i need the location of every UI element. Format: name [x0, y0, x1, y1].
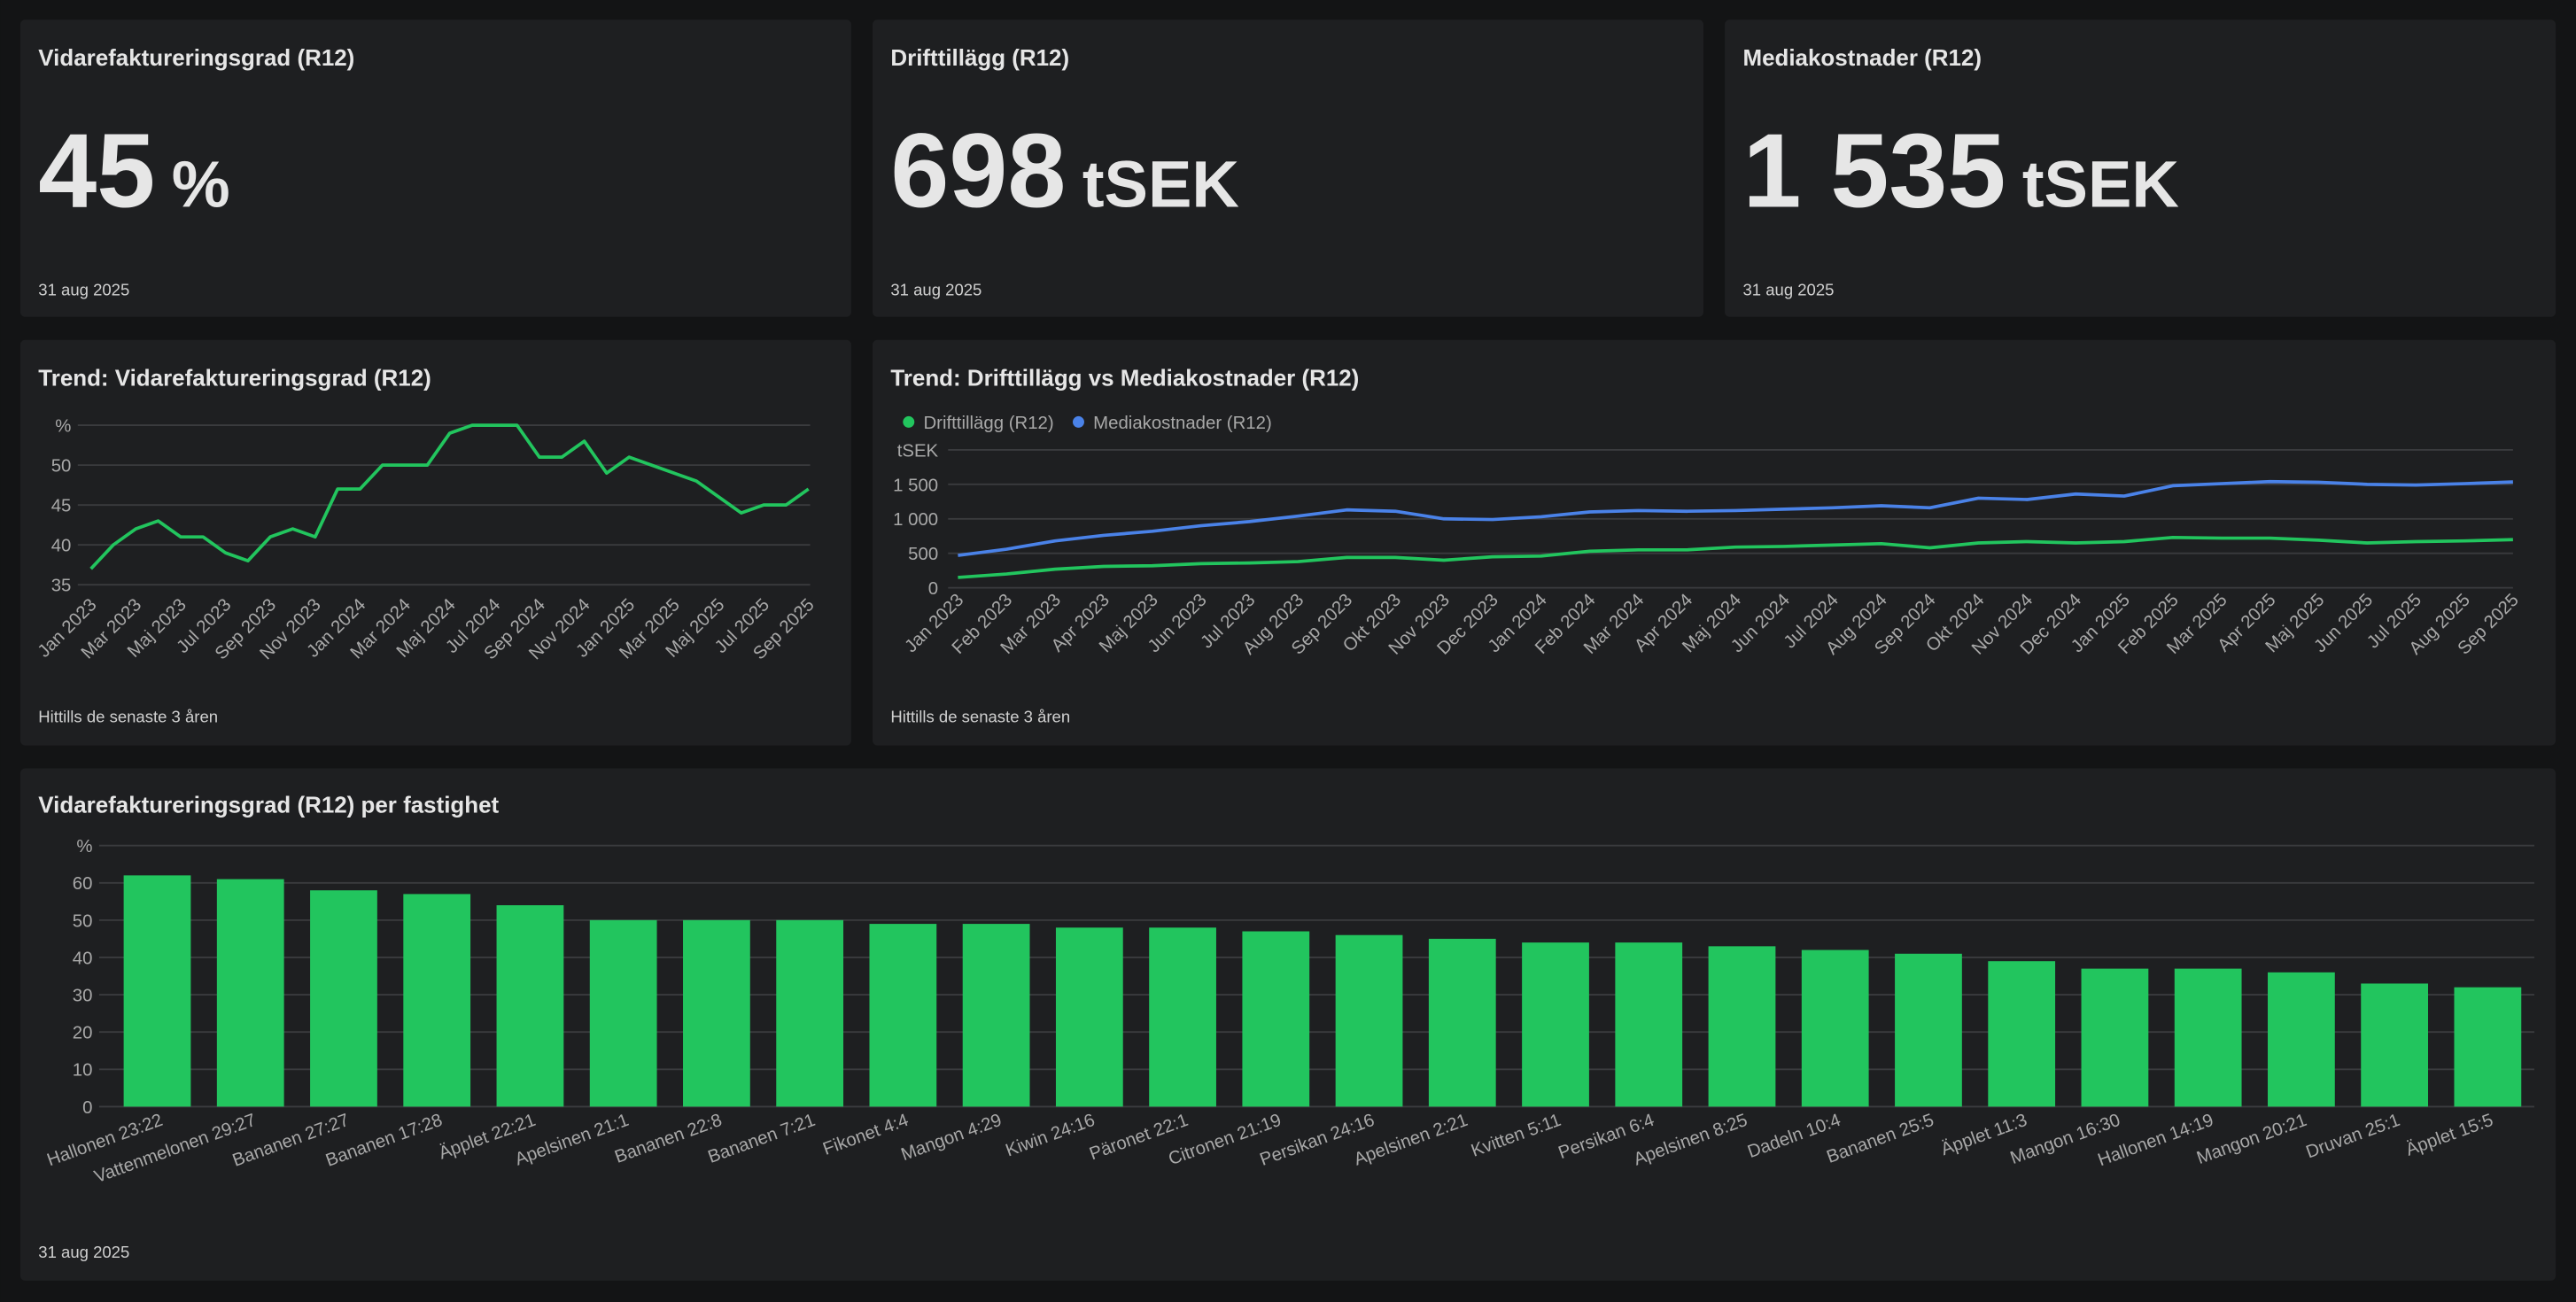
- y-tick-label: 1 500: [893, 476, 938, 495]
- bar: [1149, 927, 1216, 1107]
- kpi-date: 31 aug 2025: [1742, 281, 1834, 299]
- bar: [1801, 949, 1869, 1107]
- kpi-date: 31 aug 2025: [38, 281, 129, 299]
- bar: [1895, 953, 1962, 1107]
- y-tick-label: 20: [73, 1024, 93, 1043]
- kpi-value: 1 535 tSEK: [1742, 113, 2179, 230]
- chart-title: Vidarefaktureringsgrad (R12) per fastigh…: [38, 794, 499, 818]
- y-tick-label: 35: [51, 577, 72, 596]
- bar: [869, 924, 937, 1107]
- bar: [683, 919, 750, 1107]
- kpi-title: Vidarefaktureringsgrad (R12): [38, 46, 354, 71]
- line: [958, 535, 2513, 579]
- line: [958, 479, 2513, 557]
- chart-footnote: Hittills de senaste 3 åren: [890, 708, 1070, 726]
- kpi-title: Mediakostnader (R12): [1742, 46, 1982, 71]
- kpi-unit: tSEK: [2022, 148, 2179, 221]
- bar: [216, 879, 284, 1107]
- kpi-unit: tSEK: [1082, 148, 1239, 221]
- kpi-number: 45: [38, 113, 155, 230]
- bar: [2268, 972, 2335, 1107]
- bar: [1242, 931, 1310, 1107]
- y-tick-label: 40: [51, 537, 72, 556]
- chart-card: [873, 339, 2557, 746]
- kpi-card: [873, 19, 1703, 317]
- chart-title: Trend: Vidarefaktureringsgrad (R12): [38, 367, 431, 391]
- bar: [776, 919, 844, 1107]
- bar: [1522, 942, 1589, 1107]
- bar: [2361, 983, 2429, 1107]
- kpi-number: 1 535: [1742, 113, 2006, 230]
- y-tick-label: 500: [908, 545, 938, 564]
- bar: [2174, 968, 2242, 1107]
- kpi-title: Drifttillägg (R12): [890, 46, 1069, 71]
- y-tick-label: 30: [73, 987, 93, 1006]
- legend-swatch: [903, 415, 915, 428]
- y-tick-label: 10: [73, 1061, 93, 1081]
- bar: [1615, 942, 1683, 1107]
- bar: [1708, 946, 1776, 1107]
- kpi-card: [19, 19, 851, 317]
- bar: [403, 894, 471, 1107]
- y-tick-label: 0: [928, 579, 938, 599]
- y-tick-label: 45: [51, 497, 72, 516]
- bar: [1428, 938, 1496, 1107]
- chart-footnote: Hittills de senaste 3 åren: [38, 708, 218, 726]
- kpi-date: 31 aug 2025: [890, 281, 982, 299]
- chart-card: [19, 339, 851, 746]
- legend-label: Mediakostnader (R12): [1093, 414, 1272, 433]
- y-tick-label: 50: [51, 457, 72, 477]
- bar: [2081, 968, 2149, 1107]
- y-tick-label: %: [76, 837, 92, 856]
- bar: [589, 919, 657, 1107]
- y-tick-label: 40: [73, 949, 93, 968]
- bar: [496, 905, 564, 1107]
- bar: [2454, 987, 2522, 1107]
- y-tick-label: tSEK: [897, 441, 939, 461]
- kpi-card: [1725, 19, 2557, 317]
- y-tick-label: 50: [73, 911, 93, 931]
- bar: [1055, 927, 1123, 1107]
- legend-swatch: [1072, 415, 1084, 428]
- y-tick-label: %: [55, 417, 71, 437]
- kpi-value: 45%: [38, 113, 229, 230]
- y-tick-label: 0: [82, 1098, 92, 1118]
- kpi-unit: %: [172, 148, 230, 221]
- y-tick-label: 60: [73, 874, 93, 894]
- line: [89, 423, 810, 570]
- chart-title: Trend: Drifttillägg vs Mediakostnader (R…: [890, 367, 1359, 391]
- chart-footnote: 31 aug 2025: [38, 1243, 129, 1261]
- bar: [310, 890, 377, 1107]
- kpi-number: 698: [890, 113, 1066, 230]
- bar: [962, 924, 1030, 1107]
- legend-label: Drifttillägg (R12): [923, 414, 1053, 433]
- kpi-value: 698 tSEK: [890, 113, 1239, 230]
- y-tick-label: 1 000: [893, 510, 938, 530]
- bar: [1335, 934, 1403, 1107]
- bar: [123, 875, 191, 1107]
- bar: [1988, 961, 2056, 1107]
